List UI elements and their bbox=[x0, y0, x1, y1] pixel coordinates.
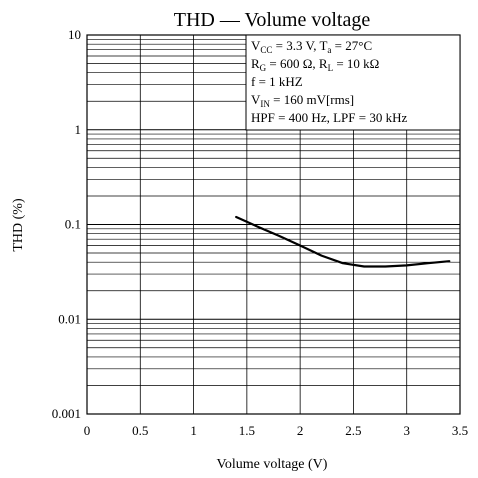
annotation-vcc-ta: VCC = 3.3 V, Ta = 27°C bbox=[251, 38, 372, 55]
thd-series-line bbox=[235, 215, 451, 268]
x-tick-label: 2 bbox=[297, 423, 304, 438]
x-tick-labels: 0 0.5 1 1.5 2 2.5 3 3.5 bbox=[84, 423, 468, 438]
x-tick-label: 1.5 bbox=[239, 423, 255, 438]
annotation-frequency: f = 1 kHZ bbox=[251, 74, 303, 89]
x-tick-label: 0.5 bbox=[132, 423, 148, 438]
y-tick-label: 10 bbox=[68, 27, 81, 42]
chart-title: THD — Volume voltage bbox=[174, 9, 371, 31]
y-tick-label: 1 bbox=[75, 122, 82, 137]
y-tick-label: 0.1 bbox=[65, 217, 81, 232]
y-tick-labels: 0.001 0.01 0.1 1 10 bbox=[52, 27, 81, 421]
y-axis-label: THD (%) bbox=[11, 198, 26, 252]
annotation-rg-rl: RG = 600 Ω, RL = 10 kΩ bbox=[251, 56, 379, 73]
x-tick-label: 1 bbox=[190, 423, 197, 438]
x-tick-label: 2.5 bbox=[345, 423, 361, 438]
x-tick-label: 3.5 bbox=[452, 423, 468, 438]
y-tick-label: 0.01 bbox=[58, 311, 81, 326]
annotation-filters: HPF = 400 Hz, LPF = 30 kHz bbox=[251, 110, 407, 125]
x-axis-label: Volume voltage (V) bbox=[217, 457, 328, 472]
conditions-box bbox=[245, 34, 461, 131]
y-tick-label: 0.001 bbox=[52, 406, 81, 421]
x-tick-label: 0 bbox=[84, 423, 91, 438]
annotation-vin: VIN = 160 mV[rms] bbox=[251, 92, 354, 109]
x-tick-label: 3 bbox=[403, 423, 410, 438]
series-group bbox=[235, 215, 451, 268]
